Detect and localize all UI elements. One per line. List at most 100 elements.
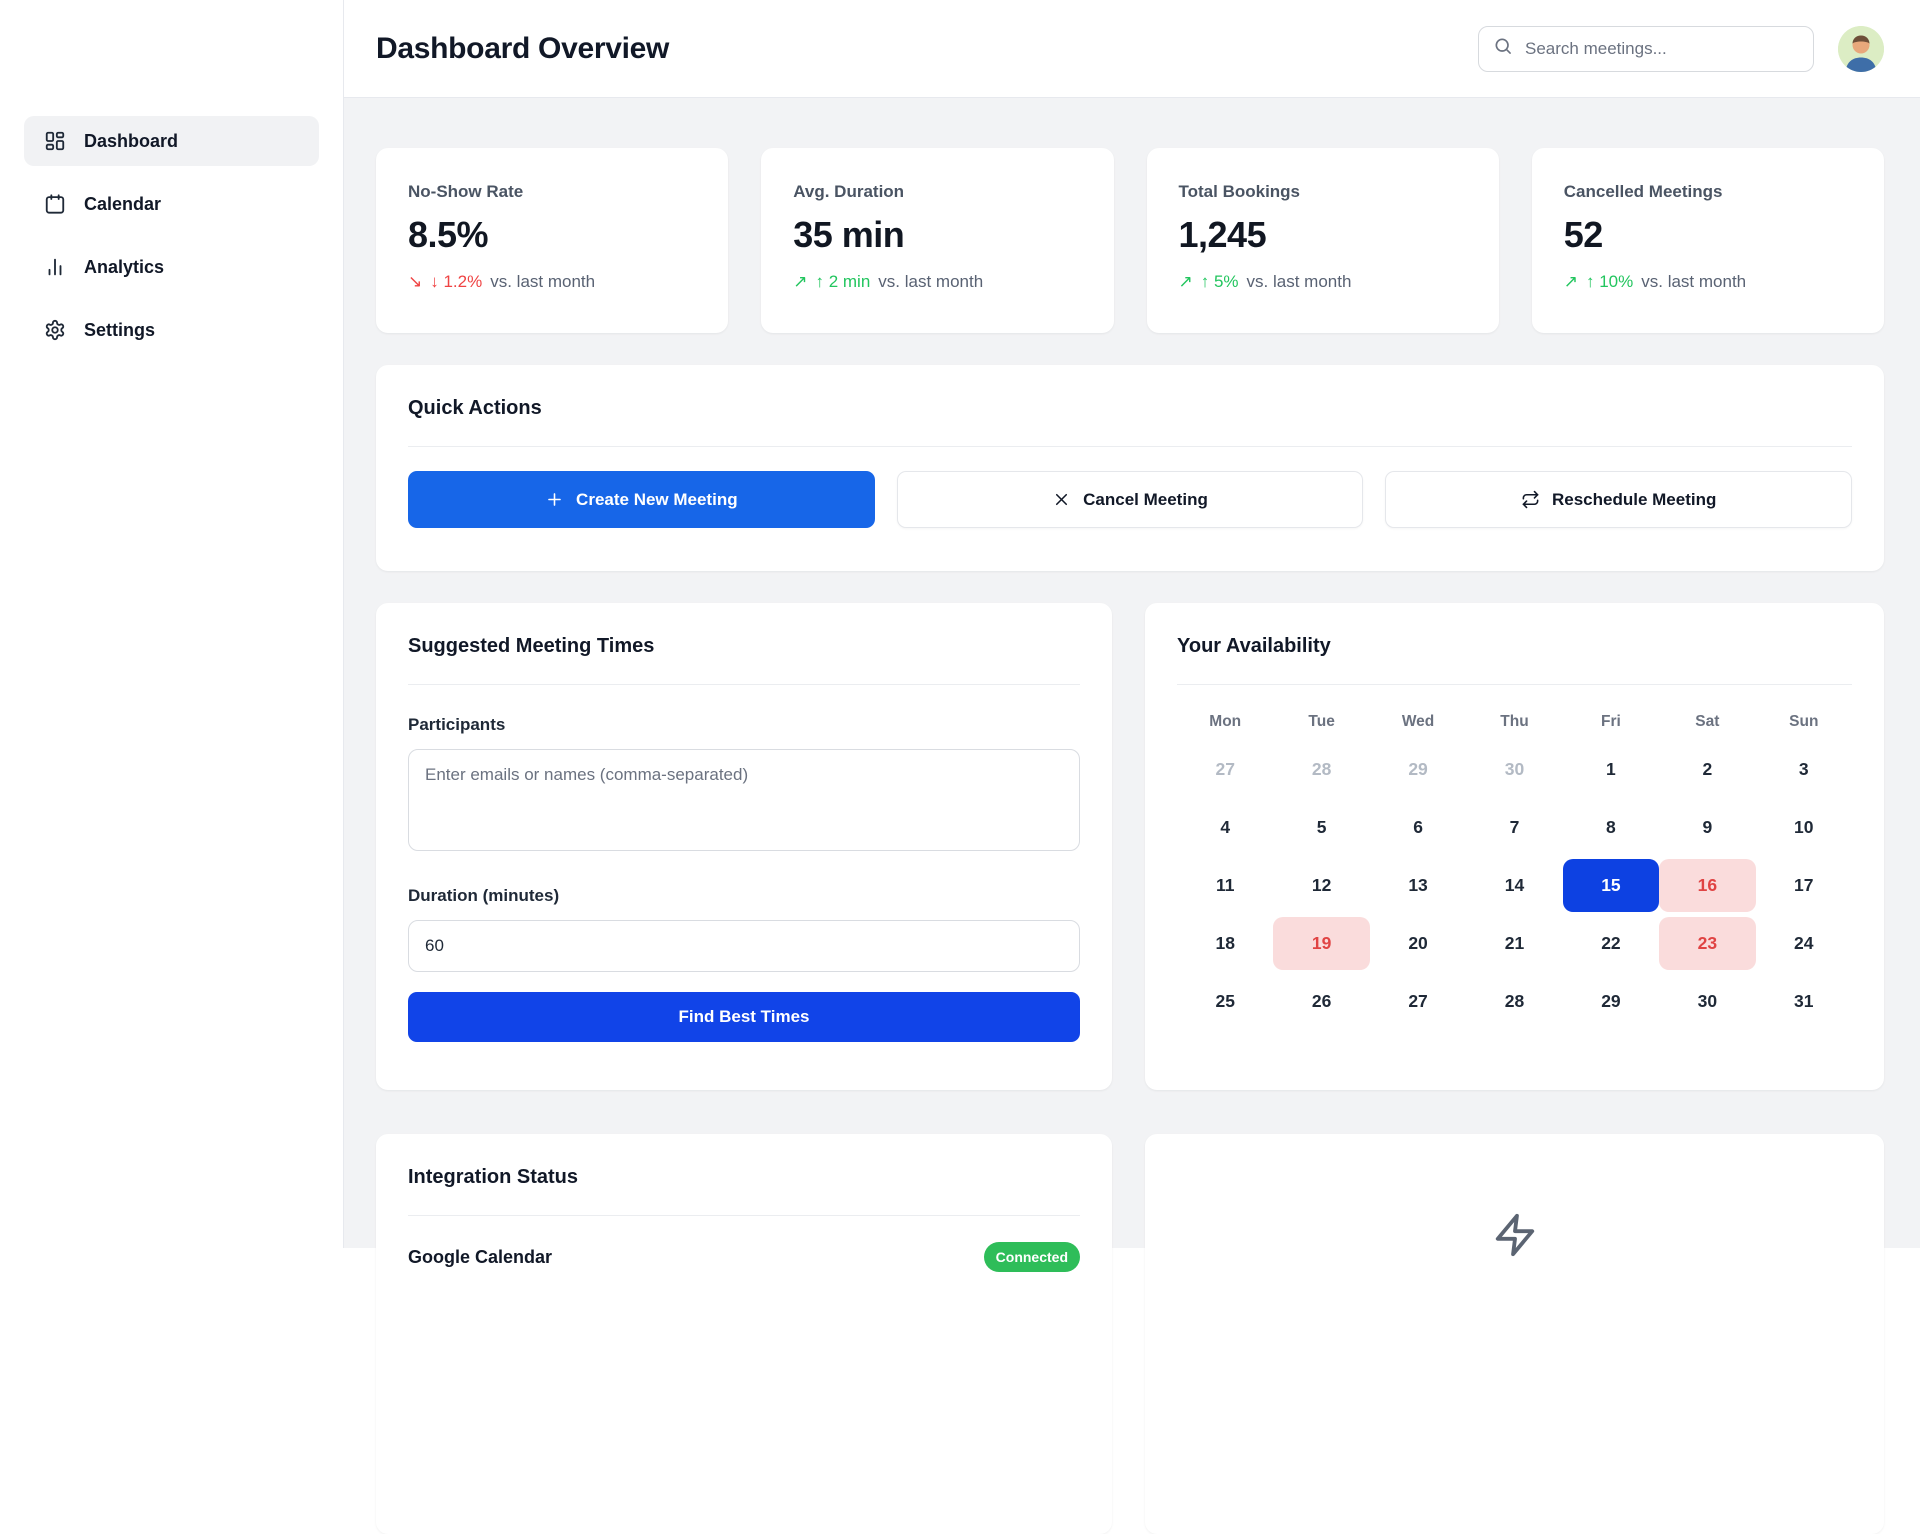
content: No-Show Rate 8.5% ↘ ↓ 1.2% vs. last month Avg… [344, 98, 1920, 1534]
calendar-day[interactable]: 4 [1220, 817, 1231, 837]
sidebar-nav: Dashboard Calendar Analytics Settings [24, 116, 319, 355]
stat-label: No-Show Rate [408, 182, 524, 201]
avatar[interactable] [1838, 25, 1884, 72]
calendar-day[interactable]: 11 [1215, 875, 1235, 895]
calendar-day[interactable]: 24 [1794, 933, 1814, 953]
calendar-icon [44, 193, 66, 215]
calendar-day-busy[interactable]: 16 [1659, 859, 1756, 912]
stat-delta-suffix: vs. last month [490, 272, 596, 291]
divider [408, 446, 1852, 447]
stat-delta-value: ↑ 5% [1200, 272, 1239, 291]
calendar-day[interactable]: 22 [1601, 933, 1621, 953]
trend-up-icon: ↗ [793, 272, 808, 291]
integration-rows: Google Calendar Connected [408, 1242, 1080, 1272]
calendar-day[interactable]: 18 [1215, 933, 1235, 953]
availability-title: Your Availability [1177, 635, 1331, 657]
stat-delta-suffix: vs. last month [1641, 272, 1747, 291]
calendar-day-muted[interactable]: 30 [1504, 759, 1525, 779]
duration-input[interactable] [408, 920, 1080, 972]
stat-delta: ↗ ↑ 10% vs. last month [1564, 272, 1852, 292]
create-new-meeting-button[interactable]: Create New Meeting [408, 471, 875, 528]
weekday-header: Mon [1209, 713, 1242, 730]
stat-value: 52 [1563, 214, 1604, 255]
calendar-day[interactable]: 2 [1702, 759, 1713, 779]
calendar-day[interactable]: 31 [1794, 991, 1814, 1011]
stat-card: Avg. Duration 35 min ↗ ↑ 2 min vs. last mont… [761, 148, 1114, 333]
sidebar-item-label: Calendar [84, 193, 162, 214]
calendar-day-busy[interactable]: 19 [1273, 917, 1370, 970]
participants-input[interactable] [408, 749, 1080, 851]
trend-up-icon: ↗ [1178, 272, 1193, 291]
sidebar-item-analytics[interactable]: Analytics [24, 242, 319, 292]
integration-label: Google Calendar [408, 1246, 553, 1267]
divider [408, 1215, 1080, 1216]
calendar-day[interactable]: 3 [1798, 759, 1809, 779]
sidebar-item-label: Settings [84, 319, 156, 340]
calendar-day[interactable]: 5 [1316, 817, 1327, 837]
sidebar-item-dashboard[interactable]: Dashboard [24, 116, 319, 166]
stat-delta-suffix: vs. last month [878, 272, 984, 291]
calendar-day[interactable]: 8 [1606, 817, 1616, 837]
stat-delta: ↘ ↓ 1.2% vs. last month [408, 272, 696, 292]
button-label: Create New Meeting [576, 489, 738, 509]
stats-row: No-Show Rate 8.5% ↘ ↓ 1.2% vs. last month Avg… [376, 148, 1884, 333]
search-input[interactable] [1523, 37, 1799, 60]
status-badge: Connected [983, 1242, 1080, 1272]
search-icon [1493, 36, 1513, 61]
availability-panel: Your Availability Mon Tue Wed Thu Fri Sat Sun … [1145, 603, 1884, 1090]
calendar-day[interactable]: 1 [1606, 759, 1616, 779]
quick-actions-row: Create New Meeting Cancel Meeting Reschedu… [408, 471, 1852, 528]
sidebar-item-label: Dashboard [84, 130, 179, 151]
calendar-day[interactable]: 30 [1697, 991, 1718, 1011]
main-area: Dashboard Overview No-Show Rate 8.5% ↘ ↓ 1.… [344, 0, 1920, 1534]
sidebar-item-settings[interactable]: Settings [24, 305, 319, 355]
calendar-day[interactable]: 9 [1702, 817, 1713, 837]
sidebar-item-calendar[interactable]: Calendar [24, 179, 319, 229]
calendar-day[interactable]: 28 [1504, 991, 1525, 1011]
calendar-day[interactable]: 17 [1794, 875, 1814, 895]
stat-delta: ↗ ↑ 2 min vs. last month [793, 272, 1081, 292]
weekday-header: Tue [1308, 713, 1335, 730]
calendar-day[interactable]: 10 [1794, 817, 1814, 837]
calendar-day[interactable]: 13 [1408, 875, 1428, 895]
stat-delta-value: ↓ 1.2% [430, 272, 483, 291]
quick-actions-title: Quick Actions [408, 397, 542, 419]
find-best-times-button[interactable]: Find Best Times [408, 992, 1080, 1042]
calendar-day-selected[interactable]: 15 [1562, 859, 1660, 912]
weekday-header-row: Mon Tue Wed Thu Fri Sat Sun [1177, 713, 1852, 731]
calendar-day-muted[interactable]: 28 [1311, 759, 1332, 779]
participants-label: Participants [408, 715, 506, 734]
stat-card: Total Bookings 1,245 ↗ ↑ 5% vs. last month [1146, 148, 1499, 333]
duration-label: Duration (minutes) [408, 886, 560, 905]
page-title: Dashboard Overview [376, 31, 670, 65]
calendar-day[interactable]: 21 [1504, 933, 1525, 953]
calendar-day[interactable]: 20 [1408, 933, 1428, 953]
stat-label: Avg. Duration [793, 182, 905, 201]
calendar-day[interactable]: 12 [1311, 875, 1332, 895]
calendar-day-busy[interactable]: 23 [1659, 917, 1756, 970]
calendar-day-muted[interactable]: 27 [1215, 759, 1235, 779]
stat-card: Cancelled Meetings 52 ↗ ↑ 10% vs. last month [1531, 148, 1884, 333]
calendar-day[interactable]: 26 [1311, 991, 1332, 1011]
calendar-day[interactable]: 14 [1504, 875, 1525, 895]
reschedule-meeting-button[interactable]: Reschedule Meeting [1385, 471, 1852, 528]
integration-status-title: Integration Status [408, 1166, 579, 1188]
stat-value: 1,245 [1178, 214, 1267, 255]
calendar-day[interactable]: 29 [1601, 991, 1621, 1011]
weekday-header: Sat [1695, 713, 1720, 730]
calendar-day[interactable]: 27 [1408, 991, 1428, 1011]
middle-row: Suggested Meeting Times Participants Dur… [376, 603, 1884, 1090]
calendar-day[interactable]: 7 [1509, 817, 1520, 837]
cancel-meeting-button[interactable]: Cancel Meeting [896, 471, 1364, 528]
suggested-times-title: Suggested Meeting Times [408, 635, 655, 657]
suggested-times-panel: Suggested Meeting Times Participants Dur… [376, 603, 1112, 1090]
plus-icon [545, 490, 564, 509]
calendar-day[interactable]: 6 [1413, 817, 1423, 837]
stat-value: 35 min [793, 214, 905, 255]
calendar-grid: 27 28 29 30 1 2 3 4 5 6 7 8 9 10 11 12 13 14 15 16 17 18 19 20 2… [1177, 741, 1852, 1031]
calendar-day-muted[interactable]: 29 [1408, 759, 1428, 779]
calendar-day[interactable]: 25 [1215, 991, 1235, 1011]
button-label: Cancel Meeting [1083, 489, 1208, 509]
integration-status-panel: Integration Status Google Calendar Connec… [376, 1134, 1112, 1534]
zap-icon [1492, 1212, 1538, 1263]
